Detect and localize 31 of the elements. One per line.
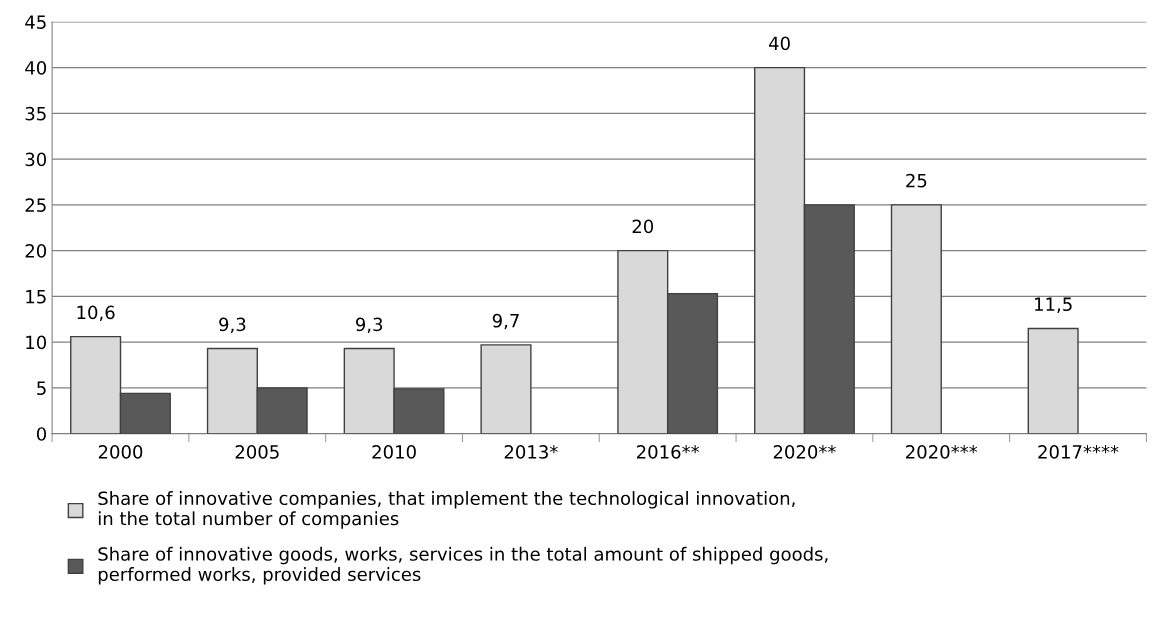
data-label: 20	[632, 219, 654, 234]
y-tick-label: 35	[25, 106, 46, 121]
x-tick-label: 2005	[235, 445, 279, 459]
y-tick-label: 45	[25, 15, 46, 29]
x-tick-label: 2017****	[1038, 445, 1119, 459]
bar	[890, 204, 942, 434]
y-tick-label: 5	[37, 381, 46, 396]
legend-label: Share of innovative companies, that implement the technological innovation, in the total number of companies	[98, 491, 795, 529]
legend-label: Share of innovative goods, works, services in the total amount of shipped goods, performed works, provided services	[98, 546, 828, 585]
data-label: 10,6	[77, 305, 115, 322]
bar	[1027, 327, 1079, 434]
x-tick-label: 2020***	[906, 445, 978, 459]
data-label: 9,3	[355, 317, 383, 334]
x-tick-label: 2000	[98, 445, 143, 459]
y-tick-label: 10	[26, 335, 47, 350]
bar	[480, 344, 532, 434]
data-label: 25	[906, 173, 927, 188]
y-tick-label: 20	[25, 244, 47, 258]
x-tick-label: 2010	[372, 445, 416, 459]
y-tick-label: 0	[36, 427, 47, 441]
x-tick-label: 2016**	[636, 445, 700, 459]
data-label: 9,3	[219, 317, 246, 334]
data-label: 9,7	[492, 313, 519, 330]
y-tick-label: 15	[26, 290, 46, 304]
data-label: 11,5	[1035, 297, 1072, 313]
y-tick-label: 40	[25, 61, 47, 75]
y-tick-label: 25	[25, 198, 46, 212]
data-label: 40	[768, 36, 790, 51]
x-tick-label: 2013*	[504, 445, 558, 459]
x-tick-label: 2020**	[773, 445, 836, 459]
y-tick-label: 30	[25, 152, 47, 167]
